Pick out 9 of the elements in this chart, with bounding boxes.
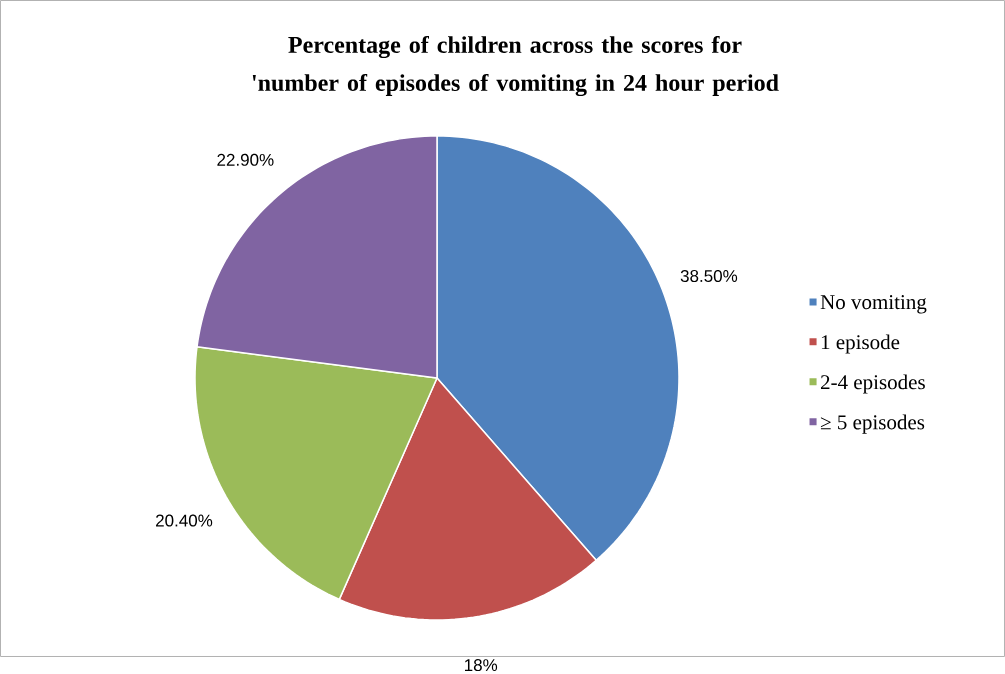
chart-title: Percentage of children across the scores for 'number of episodes of vomiting in 24 hour period bbox=[252, 35, 779, 96]
legend-label: 1 episode bbox=[821, 334, 900, 354]
data-label: 18% bbox=[465, 658, 498, 671]
data-label: 38.50% bbox=[680, 269, 738, 282]
legend-label: ≥ 5 episodes bbox=[820, 414, 925, 434]
data-label: 22.90% bbox=[217, 153, 274, 166]
data-label: 20.40% bbox=[156, 514, 213, 527]
legend-label: 2-4 episodes bbox=[821, 374, 925, 394]
legend-label: No vomiting bbox=[820, 294, 927, 314]
